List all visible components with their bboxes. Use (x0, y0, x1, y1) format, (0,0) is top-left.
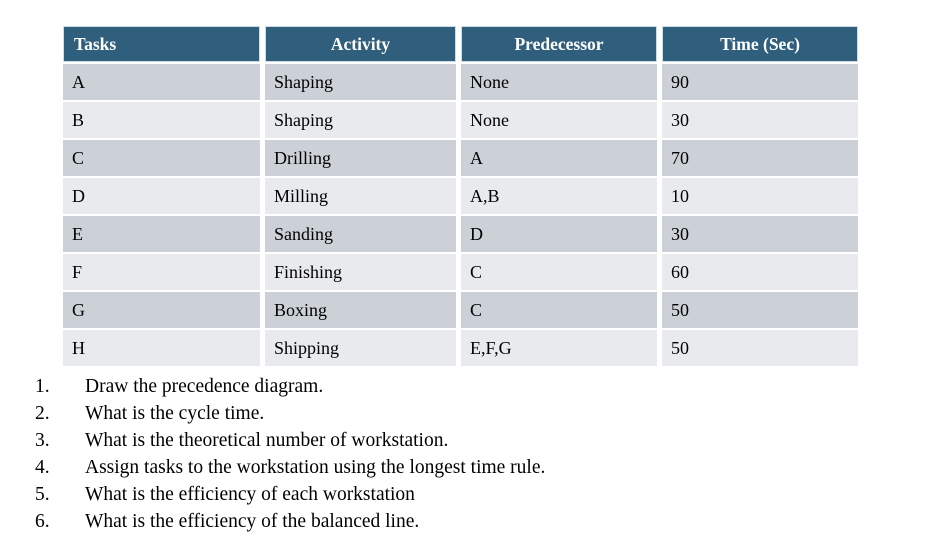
column-header-activity: Activity (265, 26, 456, 62)
question-item: 2. What is the cycle time. (0, 400, 935, 427)
cell-time: 50 (662, 292, 858, 328)
cell-time: 50 (662, 330, 858, 366)
cell-time: 10 (662, 178, 858, 214)
question-number: 5. (35, 483, 50, 505)
cell-activity: Drilling (265, 140, 456, 176)
question-item: 3. What is the theoretical number of wor… (0, 427, 935, 454)
question-number: 2. (35, 402, 50, 424)
cell-time: 90 (662, 64, 858, 100)
cell-activity: Finishing (265, 254, 456, 290)
cell-activity: Milling (265, 178, 456, 214)
cell-predecessor: D (461, 216, 657, 252)
column-header-predecessor: Predecessor (461, 26, 657, 62)
question-number: 6. (35, 510, 50, 532)
cell-task: F (63, 254, 260, 290)
cell-task: D (63, 178, 260, 214)
cell-predecessor: C (461, 292, 657, 328)
cell-activity: Shaping (265, 64, 456, 100)
cell-task: B (63, 102, 260, 138)
question-text: What is the efficiency of each workstati… (85, 483, 415, 505)
cell-time: 30 (662, 216, 858, 252)
question-text: What is the theoretical number of workst… (85, 429, 449, 451)
cell-predecessor: None (461, 64, 657, 100)
question-item: 5. What is the efficiency of each workst… (0, 481, 935, 508)
cell-activity: Shipping (265, 330, 456, 366)
cell-task: G (63, 292, 260, 328)
cell-activity: Boxing (265, 292, 456, 328)
question-number: 4. (35, 456, 50, 478)
cell-time: 70 (662, 140, 858, 176)
column-header-tasks: Tasks (63, 26, 260, 62)
cell-predecessor: A (461, 140, 657, 176)
tasks-table: Tasks Activity Predecessor Time (Sec) A … (63, 26, 858, 366)
cell-predecessor: A,B (461, 178, 657, 214)
question-item: 1. Draw the precedence diagram. (0, 373, 935, 400)
cell-task: H (63, 330, 260, 366)
cell-predecessor: None (461, 102, 657, 138)
cell-time: 60 (662, 254, 858, 290)
question-item: 6. What is the efficiency of the balance… (0, 508, 935, 535)
question-text: What is the efficiency of the balanced l… (85, 510, 420, 532)
question-number: 3. (35, 429, 50, 451)
question-text: Assign tasks to the workstation using th… (85, 456, 546, 478)
cell-task: E (63, 216, 260, 252)
cell-activity: Shaping (265, 102, 456, 138)
cell-task: C (63, 140, 260, 176)
question-text: What is the cycle time. (85, 402, 265, 424)
cell-predecessor: C (461, 254, 657, 290)
cell-predecessor: E,F,G (461, 330, 657, 366)
question-item: 4. Assign tasks to the workstation using… (0, 454, 935, 481)
cell-activity: Sanding (265, 216, 456, 252)
cell-task: A (63, 64, 260, 100)
question-number: 1. (35, 375, 50, 397)
question-text: Draw the precedence diagram. (85, 375, 324, 397)
questions-list: 1. Draw the precedence diagram. 2. What … (0, 373, 935, 535)
column-header-time: Time (Sec) (662, 26, 858, 62)
cell-time: 30 (662, 102, 858, 138)
